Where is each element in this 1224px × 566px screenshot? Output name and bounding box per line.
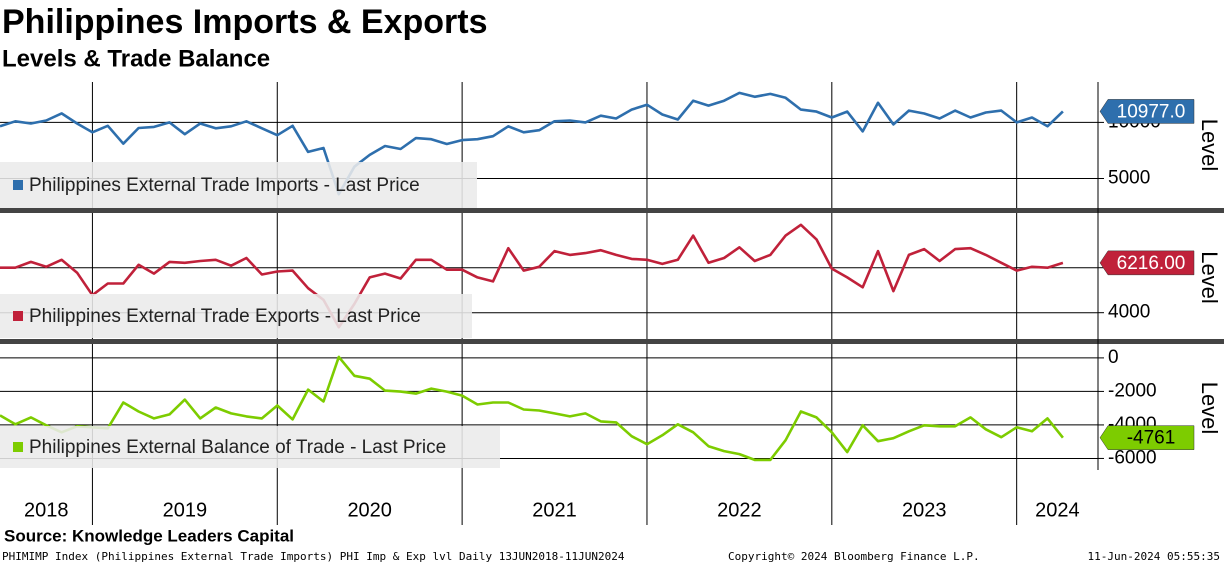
x-tick-label: 2019 bbox=[163, 499, 208, 521]
y-tick-label: 4000 bbox=[1108, 302, 1150, 323]
plot-area bbox=[0, 82, 1098, 208]
x-tick-label: 2018 bbox=[24, 499, 69, 521]
last-price-tag bbox=[1099, 425, 1195, 450]
last-price-label: 10977.0 bbox=[1117, 101, 1186, 122]
y-axis-title: Level bbox=[1197, 119, 1222, 172]
legend-box bbox=[0, 294, 472, 338]
last-price-tag bbox=[1099, 99, 1195, 124]
chart-title: Philippines Imports & Exports bbox=[2, 3, 488, 41]
legend-label: Philippines External Balance of Trade - … bbox=[29, 437, 446, 458]
legend-label: Philippines External Trade Exports - Las… bbox=[29, 306, 421, 327]
plot-area bbox=[0, 213, 1098, 339]
legend-label: Philippines External Trade Imports - Las… bbox=[29, 175, 420, 196]
source: Source: Knowledge Leaders Capital bbox=[4, 526, 294, 545]
line-series bbox=[0, 223, 1064, 329]
legend-swatch bbox=[13, 180, 23, 190]
legend-swatch bbox=[13, 442, 23, 452]
y-axis-title: Level bbox=[1197, 251, 1222, 304]
x-tick-label: 2021 bbox=[532, 499, 577, 521]
x-tick-label: 2022 bbox=[717, 499, 762, 521]
last-price-label: -4761 bbox=[1127, 428, 1176, 449]
footer-ticker: PHIMIMP Index (Philippines External Trad… bbox=[2, 550, 625, 563]
legend-swatch bbox=[13, 311, 23, 321]
footer-copyright: Copyright© 2024 Bloomberg Finance L.P. bbox=[728, 550, 980, 563]
legend-box bbox=[0, 162, 477, 208]
last-price-tag bbox=[1099, 250, 1195, 276]
x-tick-label: 2023 bbox=[902, 499, 947, 521]
legend-box bbox=[0, 426, 500, 468]
panel-separator bbox=[0, 208, 1224, 213]
line-series bbox=[0, 91, 1064, 196]
panel-separator bbox=[0, 339, 1224, 344]
line-series bbox=[0, 355, 1064, 462]
y-tick-label: -2000 bbox=[1108, 380, 1157, 401]
last-price-label: 6216.00 bbox=[1117, 253, 1186, 274]
x-tick-label: 2024 bbox=[1035, 499, 1080, 521]
y-axis-title: Level bbox=[1197, 382, 1222, 435]
footer-timestamp: 11-Jun-2024 05:55:35 bbox=[1088, 550, 1220, 563]
y-tick-label: -6000 bbox=[1108, 447, 1157, 468]
y-tick-label: 0 bbox=[1108, 347, 1119, 368]
y-tick-label: 5000 bbox=[1108, 168, 1150, 189]
chart-subtitle: Levels & Trade Balance bbox=[2, 45, 270, 72]
x-tick-label: 2020 bbox=[347, 499, 392, 521]
